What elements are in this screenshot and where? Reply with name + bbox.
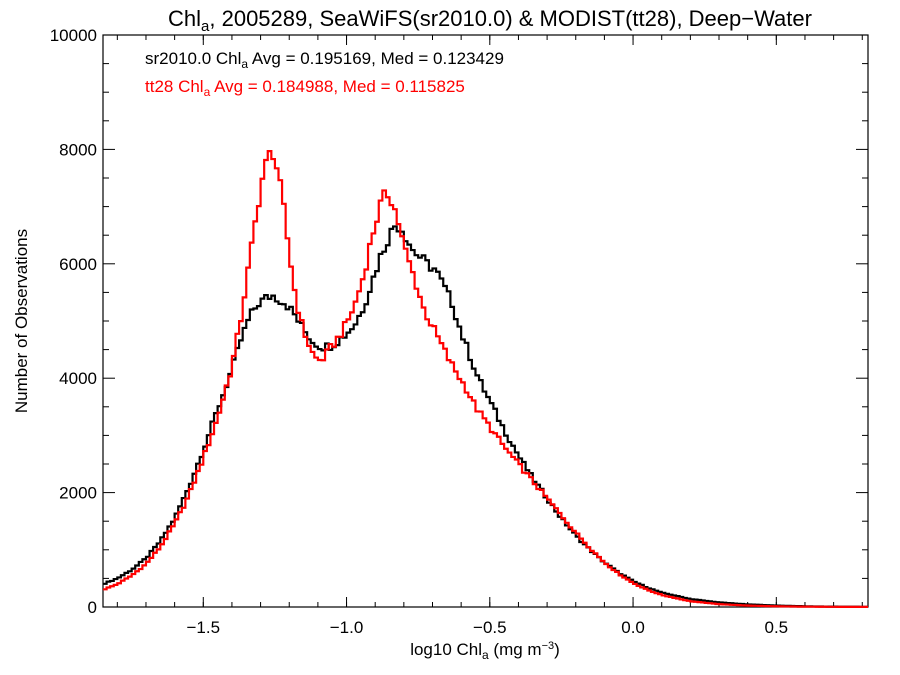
y-axis-ticks: 0 2000 4000 6000 8000 10000 [50, 26, 868, 617]
x-axis-label-sup: −3 [542, 640, 555, 652]
x-tick-label: −1.0 [330, 618, 364, 637]
x-axis-label-sub: a [482, 648, 489, 662]
x-tick-label: −0.5 [473, 618, 507, 637]
x-axis-label-post: (mg m [489, 640, 542, 659]
x-axis-label-end: ) [554, 640, 560, 659]
y-tick-label: 2000 [59, 484, 97, 503]
y-tick-label: 0 [88, 598, 97, 617]
x-axis-label-pre: log10 Chl [410, 640, 482, 659]
x-tick-label: −1.5 [186, 618, 220, 637]
annotation-red: tt28 Chla Avg = 0.184988, Med = 0.115825 [145, 77, 465, 99]
annotation-red-sub: a [204, 85, 211, 99]
annotation-black: sr2010.0 Chla Avg = 0.195169, Med = 0.12… [145, 49, 504, 71]
annotation-black-sub: a [241, 57, 248, 71]
series-group [103, 150, 868, 608]
title-sub: a [201, 18, 210, 35]
annotation-red-post: Avg = 0.184988, Med = 0.115825 [210, 77, 465, 96]
series-line-1 [103, 150, 868, 608]
plot-frame [102, 34, 869, 608]
annotation-red-pre: tt28 Chl [145, 77, 204, 96]
y-axis-label: Number of Observations [12, 229, 31, 413]
annotation-black-post: Avg = 0.195169, Med = 0.123429 [248, 49, 504, 68]
title-post: , 2005289, SeaWiFS(sr2010.0) & MODIST(tt… [209, 6, 812, 31]
x-axis-ticks: −1.5 −1.0 −0.5 0.0 0.5 [116, 35, 863, 637]
x-axis-label: log10 Chla (mg m−3) [410, 640, 560, 662]
y-tick-label: 6000 [59, 255, 97, 274]
chart-title: Chla, 2005289, SeaWiFS(sr2010.0) & MODIS… [168, 6, 812, 35]
y-tick-label: 4000 [59, 369, 97, 388]
annotation-black-pre: sr2010.0 Chl [145, 49, 241, 68]
x-tick-label: 0.5 [764, 618, 788, 637]
x-tick-label: 0.0 [621, 618, 645, 637]
y-tick-label: 8000 [59, 140, 97, 159]
y-tick-label: 10000 [50, 26, 97, 45]
title-pre: Chl [168, 6, 201, 31]
